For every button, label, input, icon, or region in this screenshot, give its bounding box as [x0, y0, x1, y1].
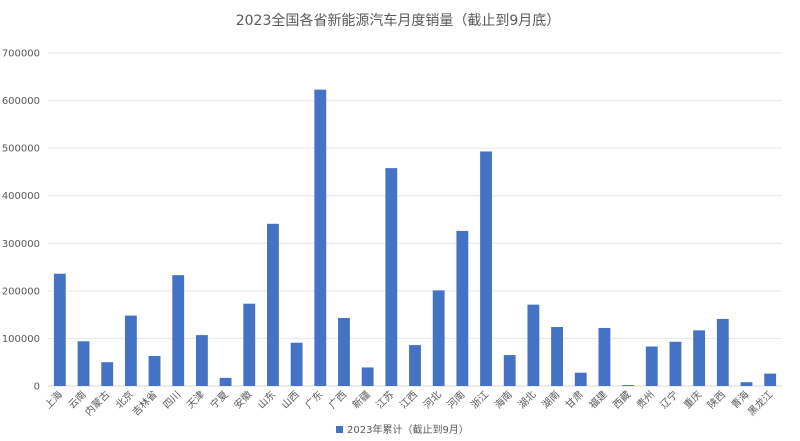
chart-title: 2023全国各省新能源汽车月度销量（截止到9月底） [236, 12, 561, 29]
bar [53, 273, 66, 386]
gridlines [48, 52, 782, 387]
legend: 2023年累计（截止到9月） [336, 423, 469, 436]
x-tick-label: 吉林省 [129, 388, 159, 418]
bar [480, 151, 492, 386]
bar [432, 290, 445, 386]
bar [503, 355, 516, 386]
bar [243, 303, 256, 386]
bars [53, 89, 777, 386]
bar [598, 327, 611, 386]
bar [764, 373, 777, 386]
x-tick-label: 重庆 [681, 388, 704, 411]
y-tick-label: 600000 [2, 96, 40, 107]
x-tick-label: 内蒙古 [82, 388, 112, 418]
bar [290, 342, 303, 386]
x-tick-label: 江西 [397, 389, 420, 412]
x-tick-label: 四川 [161, 389, 183, 411]
bar [740, 382, 753, 386]
x-tick-label: 广东 [302, 388, 325, 411]
y-tick-label: 100000 [2, 334, 40, 345]
x-tick-label: 湖南 [539, 388, 562, 411]
x-tick-label: 宁夏 [207, 388, 230, 411]
x-tick-label: 浙江 [469, 389, 492, 412]
bar [645, 346, 658, 386]
x-tick-label: 湖北 [516, 389, 539, 412]
bar [314, 89, 327, 386]
x-tick-label: 新疆 [349, 388, 372, 411]
x-tick-label: 河南 [444, 388, 467, 411]
y-axis-ticks: 0 100000 200000 300000 400000 500000 600000 700… [2, 49, 40, 393]
y-tick-label: 700000 [2, 49, 40, 60]
bar [551, 327, 563, 386]
bar [622, 385, 635, 386]
bar [124, 315, 137, 386]
x-tick-label: 辽宁 [657, 388, 680, 411]
bar [385, 168, 398, 386]
bar [219, 377, 232, 386]
bar [693, 330, 706, 386]
bar [267, 223, 279, 386]
x-tick-label: 山东 [255, 388, 278, 411]
bar [409, 345, 421, 386]
bar [148, 356, 161, 386]
x-tick-label: 海南 [491, 388, 514, 411]
x-tick-label: 西藏 [611, 389, 634, 412]
legend-label: 2023年累计（截止到9月） [347, 423, 469, 436]
x-tick-label: 广西 [326, 389, 349, 412]
bar [669, 341, 682, 386]
x-tick-label: 贵州 [634, 388, 657, 411]
x-tick-label: 河北 [421, 389, 444, 412]
x-tick-label: 山西 [279, 389, 302, 412]
bar [361, 367, 374, 386]
y-tick-label: 400000 [2, 191, 40, 202]
bar [527, 304, 540, 386]
x-tick-label: 上海 [42, 388, 65, 411]
bar [101, 362, 114, 386]
x-tick-label: 黑龙江 [745, 388, 775, 418]
y-tick-label: 200000 [2, 286, 40, 297]
x-tick-label: 陕西 [705, 388, 728, 411]
legend-swatch [336, 426, 343, 433]
x-tick-label: 甘肃 [563, 388, 586, 411]
bar [172, 275, 185, 386]
bar [716, 318, 729, 386]
bar [574, 372, 587, 386]
x-tick-label: 江苏 [373, 388, 396, 411]
bar [338, 317, 350, 386]
y-tick-label: 500000 [2, 144, 40, 155]
bar [195, 335, 208, 386]
y-tick-label: 300000 [2, 239, 40, 250]
x-tick-label: 安徽 [231, 388, 254, 411]
bar [456, 230, 469, 386]
y-tick-label: 0 [34, 382, 40, 393]
bar [77, 341, 90, 386]
x-tick-label: 福建 [586, 388, 609, 411]
x-tick-label: 天津 [184, 389, 207, 412]
